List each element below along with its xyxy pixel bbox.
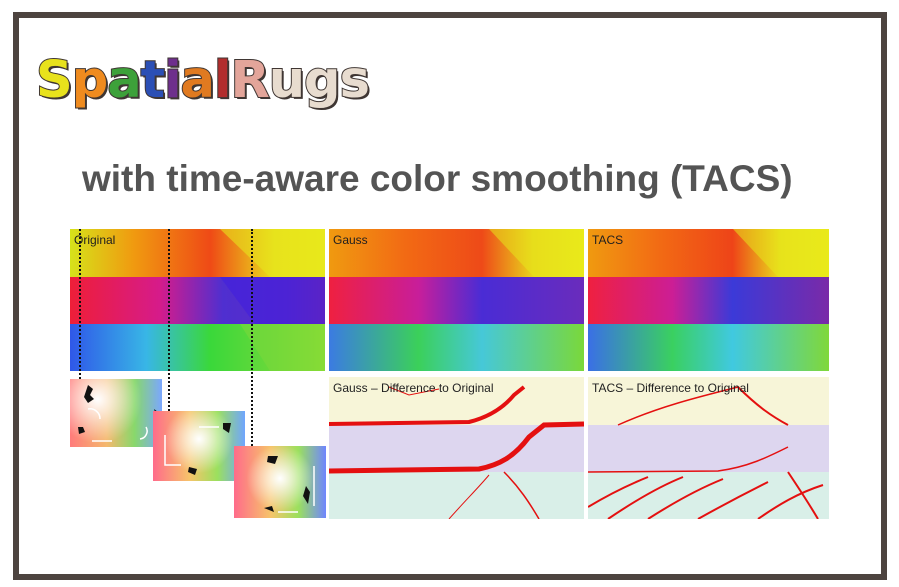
gauss-panel: Gauss [329, 229, 584, 371]
gauss-diff-map [329, 377, 584, 519]
gauss-diff-panel: Gauss – Difference to Original [329, 377, 584, 519]
time-marker-line [79, 229, 81, 379]
title-letter: u [268, 51, 306, 110]
title-letter: i [163, 51, 183, 110]
tacs-label: TACS [592, 233, 624, 247]
title-letter: S [35, 51, 74, 110]
tacs-diff-panel: TACS – Difference to Original [588, 377, 829, 519]
title-letter: R [229, 51, 270, 110]
time-marker-line [251, 229, 253, 449]
app-title: SpatialRugs [35, 54, 371, 107]
gauss-diff-label: Gauss – Difference to Original [333, 381, 494, 395]
legend-glyphs [78, 385, 158, 442]
title-letter: a [106, 51, 142, 110]
tacs-panel: TACS [588, 229, 829, 371]
tacs-diff-map [588, 377, 829, 519]
gauss-rug [329, 229, 584, 371]
title-letter: s [339, 51, 371, 110]
title-letter: t [140, 51, 166, 110]
time-marker-line [168, 229, 170, 411]
color-legend-card [153, 411, 245, 481]
tacs-rug [588, 229, 829, 371]
tacs-diff-label: TACS – Difference to Original [592, 381, 749, 395]
title-letter: g [303, 51, 341, 110]
original-label: Original [74, 233, 116, 247]
gauss-label: Gauss [333, 233, 368, 247]
original-panel: Original [70, 229, 325, 371]
title-letter: a [180, 51, 216, 110]
legend-glyphs [164, 423, 231, 475]
subtitle: with time-aware color smoothing (TACS) [82, 158, 793, 199]
original-rug [70, 229, 325, 371]
legend-glyphs [264, 456, 315, 513]
color-legend-card [234, 446, 326, 518]
color-legend-card [70, 379, 162, 447]
title-letter: l [213, 51, 233, 110]
title-letter: p [71, 51, 109, 110]
